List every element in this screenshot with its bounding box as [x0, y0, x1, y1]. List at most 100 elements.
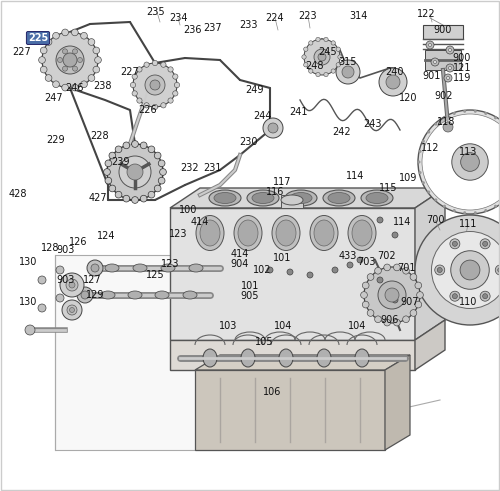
Ellipse shape — [155, 291, 169, 299]
Circle shape — [104, 168, 110, 175]
Circle shape — [133, 63, 177, 107]
Text: 900: 900 — [434, 25, 452, 35]
Circle shape — [422, 114, 500, 210]
Text: 109: 109 — [399, 173, 417, 183]
Circle shape — [452, 294, 458, 299]
Circle shape — [427, 131, 430, 134]
Circle shape — [422, 181, 425, 184]
Circle shape — [448, 49, 452, 52]
Circle shape — [426, 41, 434, 49]
Circle shape — [42, 32, 98, 88]
Circle shape — [332, 267, 338, 273]
Circle shape — [304, 47, 308, 52]
Circle shape — [324, 72, 328, 77]
Polygon shape — [170, 188, 445, 208]
Circle shape — [158, 177, 165, 184]
Circle shape — [304, 63, 308, 67]
Text: 105: 105 — [255, 337, 273, 347]
Text: 248: 248 — [306, 61, 324, 71]
Circle shape — [148, 191, 155, 198]
Circle shape — [314, 49, 330, 65]
Bar — [170, 208, 415, 340]
Text: 244: 244 — [253, 111, 271, 121]
Circle shape — [418, 171, 422, 174]
Text: 701: 701 — [397, 263, 415, 273]
Text: 121: 121 — [453, 63, 471, 73]
Circle shape — [378, 281, 406, 309]
Circle shape — [87, 260, 103, 276]
Circle shape — [360, 292, 368, 299]
Text: 128: 128 — [41, 243, 60, 253]
Circle shape — [446, 46, 454, 54]
Circle shape — [80, 32, 87, 39]
Circle shape — [480, 239, 490, 249]
Ellipse shape — [366, 192, 388, 203]
Ellipse shape — [209, 190, 241, 206]
Text: 906: 906 — [381, 315, 399, 325]
Circle shape — [427, 191, 430, 193]
Text: 228: 228 — [90, 131, 110, 141]
Text: 243: 243 — [363, 119, 382, 129]
Circle shape — [444, 74, 452, 82]
Circle shape — [52, 81, 60, 87]
Circle shape — [446, 77, 450, 80]
Circle shape — [45, 39, 52, 45]
Circle shape — [77, 287, 93, 303]
Circle shape — [394, 264, 400, 271]
Bar — [170, 340, 415, 370]
Polygon shape — [385, 355, 410, 450]
Circle shape — [434, 198, 438, 201]
Ellipse shape — [200, 220, 220, 246]
Circle shape — [105, 160, 112, 167]
Text: 905: 905 — [241, 291, 259, 301]
Ellipse shape — [317, 349, 331, 367]
Circle shape — [402, 268, 409, 274]
Circle shape — [158, 160, 165, 167]
Circle shape — [482, 294, 488, 299]
Circle shape — [452, 209, 456, 212]
Ellipse shape — [189, 264, 203, 272]
Circle shape — [130, 82, 136, 87]
Circle shape — [463, 110, 466, 113]
Circle shape — [168, 67, 173, 72]
Circle shape — [451, 251, 489, 289]
Circle shape — [69, 282, 75, 288]
Circle shape — [379, 68, 407, 96]
Circle shape — [105, 177, 112, 184]
Circle shape — [38, 276, 46, 284]
Circle shape — [392, 297, 398, 303]
Text: 237: 237 — [204, 23, 223, 33]
Text: 110: 110 — [459, 297, 477, 307]
Circle shape — [161, 103, 166, 108]
Circle shape — [263, 118, 283, 138]
Text: 106: 106 — [263, 387, 281, 397]
Text: 122: 122 — [416, 9, 436, 19]
Text: 111: 111 — [459, 219, 477, 229]
Text: 130: 130 — [19, 297, 37, 307]
Text: 235: 235 — [146, 7, 166, 17]
Circle shape — [154, 185, 161, 192]
Circle shape — [123, 142, 130, 149]
Circle shape — [434, 123, 438, 126]
Circle shape — [434, 60, 436, 63]
Circle shape — [62, 29, 68, 36]
Circle shape — [150, 80, 160, 90]
Ellipse shape — [310, 216, 338, 250]
Circle shape — [357, 257, 363, 263]
Text: 226: 226 — [138, 105, 158, 115]
Text: 223: 223 — [298, 11, 318, 21]
Circle shape — [40, 47, 47, 54]
Circle shape — [56, 294, 64, 302]
Text: 101: 101 — [241, 281, 259, 291]
Text: 234: 234 — [169, 13, 187, 23]
Text: 315: 315 — [339, 57, 357, 67]
Ellipse shape — [128, 291, 142, 299]
Circle shape — [94, 56, 102, 63]
Circle shape — [418, 161, 420, 164]
Text: 225: 225 — [28, 33, 48, 43]
Text: 246: 246 — [66, 83, 84, 93]
Circle shape — [172, 91, 178, 96]
Circle shape — [415, 215, 500, 325]
Circle shape — [308, 69, 313, 73]
Text: 245: 245 — [318, 47, 338, 57]
